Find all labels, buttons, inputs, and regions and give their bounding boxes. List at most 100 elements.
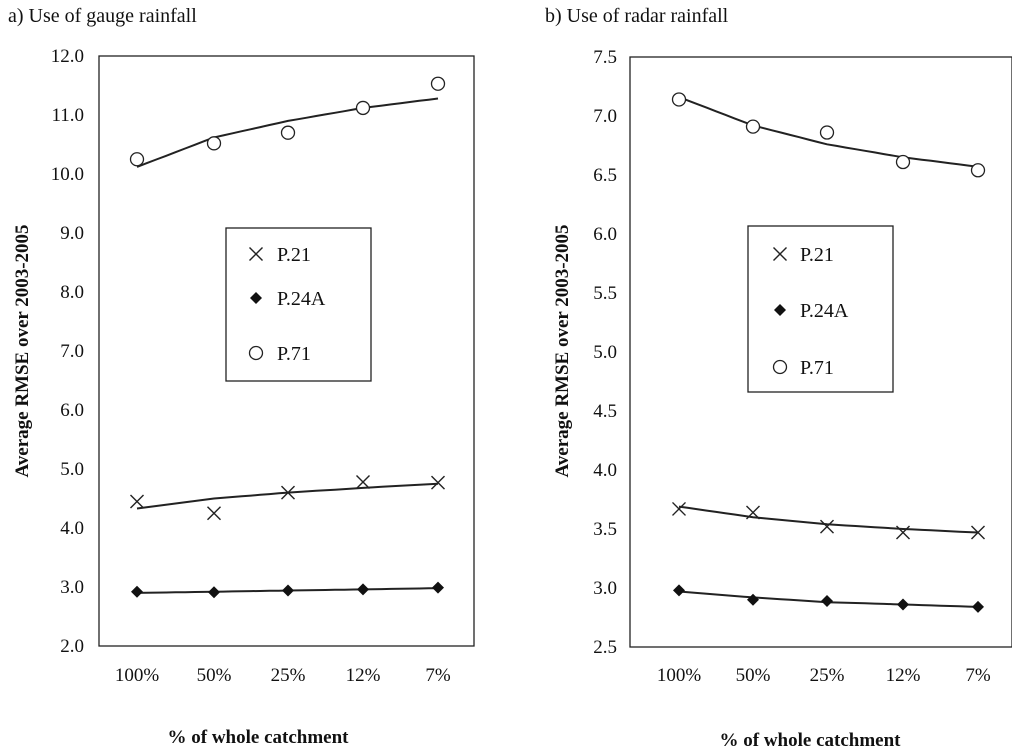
trend-line-p71 bbox=[678, 96, 979, 168]
point-p21 bbox=[746, 505, 760, 520]
y-tick-labels: 2.0 3.0 4.0 5.0 6.0 7.0 8.0 9.0 10.0 11.0 12.0 bbox=[51, 46, 84, 657]
panel-title: a) Use of gauge rainfall bbox=[8, 5, 197, 27]
point-p71 bbox=[355, 100, 371, 116]
point-p24a bbox=[432, 581, 444, 594]
legend-marker-p71 bbox=[248, 345, 264, 361]
point-p24a bbox=[972, 600, 984, 613]
y-tick-label: 5.0 bbox=[60, 459, 84, 480]
y-tick-label: 4.5 bbox=[593, 401, 617, 422]
legend-marker-p71 bbox=[772, 359, 788, 375]
data-points bbox=[671, 92, 986, 613]
point-p24a bbox=[897, 598, 909, 611]
y-tick-label: 5.5 bbox=[593, 283, 617, 304]
x-tick-labels: 100% 50% 25% 12% 7% bbox=[657, 665, 991, 686]
y-axis-label: Average RMSE over 2003-2005 bbox=[12, 224, 33, 477]
legend-label-p24a: P.24A bbox=[800, 300, 849, 322]
point-p24a bbox=[673, 584, 685, 597]
point-p24a bbox=[282, 584, 294, 597]
y-tick-label: 7.0 bbox=[60, 341, 84, 362]
legend: P.21 P.24A P.71 bbox=[747, 225, 894, 393]
trend-line-p21 bbox=[678, 505, 979, 534]
y-tick-label: 8.0 bbox=[60, 282, 84, 303]
point-p71 bbox=[280, 125, 296, 140]
y-tick-label: 10.0 bbox=[51, 164, 84, 185]
y-tick-label: 4.0 bbox=[593, 460, 617, 481]
y-tick-label: 2.5 bbox=[593, 637, 617, 658]
legend: P.21 P.24A P.71 bbox=[225, 227, 372, 382]
legend-label-p71: P.71 bbox=[800, 357, 834, 379]
legend-marker-p21 bbox=[249, 247, 263, 261]
trend-line-p71 bbox=[136, 97, 439, 168]
x-tick-label: 50% bbox=[197, 665, 232, 686]
point-p21 bbox=[971, 525, 985, 540]
panel-radar-rainfall: b) Use of radar rainfall Average RMSE ov… bbox=[545, 5, 1012, 749]
x-tick-label: 7% bbox=[965, 665, 991, 686]
point-p24a bbox=[357, 583, 369, 596]
point-p21 bbox=[672, 501, 686, 516]
x-axis-label: % of whole catchment bbox=[720, 730, 902, 749]
point-p24a bbox=[747, 593, 759, 606]
point-p71 bbox=[430, 76, 446, 91]
x-tick-label: 12% bbox=[346, 665, 381, 686]
point-p24a bbox=[821, 594, 833, 607]
legend-label-p21: P.21 bbox=[277, 244, 311, 266]
point-p21 bbox=[431, 475, 445, 490]
point-p21 bbox=[896, 525, 910, 540]
y-tick-label: 4.0 bbox=[60, 518, 84, 539]
panel-gauge-rainfall: a) Use of gauge rainfall Average RMSE ov… bbox=[8, 5, 475, 748]
y-tick-label: 12.0 bbox=[51, 46, 84, 67]
point-p71 bbox=[129, 152, 145, 167]
y-tick-label: 3.5 bbox=[593, 519, 617, 540]
legend-markers bbox=[248, 247, 264, 361]
y-tick-label: 5.0 bbox=[593, 342, 617, 363]
legend-markers bbox=[772, 247, 788, 375]
y-axis-label: Average RMSE over 2003-2005 bbox=[552, 224, 573, 477]
y-tick-label: 6.5 bbox=[593, 165, 617, 186]
point-p71 bbox=[970, 163, 986, 178]
x-tick-label: 100% bbox=[115, 665, 160, 686]
legend-marker-p24a bbox=[250, 292, 262, 304]
y-tick-label: 7.5 bbox=[593, 47, 617, 68]
y-tick-label: 11.0 bbox=[51, 105, 84, 126]
data-points bbox=[129, 76, 446, 599]
x-axis-label: % of whole catchment bbox=[168, 727, 350, 748]
point-p21 bbox=[356, 474, 370, 489]
plot-area-frame bbox=[629, 56, 1012, 648]
point-p71 bbox=[895, 154, 911, 170]
point-p24a bbox=[131, 585, 143, 598]
legend-label-p21: P.21 bbox=[800, 244, 834, 266]
plot-area-frame bbox=[98, 55, 475, 647]
y-tick-label: 3.0 bbox=[60, 577, 84, 598]
x-tick-label: 12% bbox=[886, 665, 921, 686]
point-p21 bbox=[820, 519, 834, 534]
legend-marker-p21 bbox=[773, 247, 787, 261]
x-tick-label: 100% bbox=[657, 665, 702, 686]
y-tick-labels: 2.5 3.0 3.5 4.0 4.5 5.0 5.5 6.0 6.5 7.0 7.5 bbox=[593, 47, 617, 658]
legend-marker-p24a bbox=[774, 304, 786, 316]
y-tick-label: 3.0 bbox=[593, 578, 617, 599]
point-p21 bbox=[130, 494, 144, 509]
point-p21 bbox=[281, 485, 295, 500]
x-tick-label: 25% bbox=[271, 665, 306, 686]
legend-box bbox=[747, 225, 894, 393]
y-tick-label: 6.0 bbox=[60, 400, 84, 421]
x-tick-label: 7% bbox=[425, 665, 451, 686]
legend-label-p71: P.71 bbox=[277, 343, 311, 365]
y-tick-label: 7.0 bbox=[593, 106, 617, 127]
panel-title: b) Use of radar rainfall bbox=[545, 5, 729, 27]
y-tick-label: 2.0 bbox=[60, 636, 84, 657]
legend-label-p24a: P.24A bbox=[277, 288, 326, 310]
point-p71 bbox=[206, 136, 222, 151]
trend-line-p21 bbox=[136, 482, 439, 510]
point-p21 bbox=[207, 506, 221, 521]
y-tick-label: 9.0 bbox=[60, 223, 84, 244]
point-p24a bbox=[208, 586, 220, 599]
x-tick-label: 25% bbox=[810, 665, 845, 686]
point-p71 bbox=[819, 125, 835, 140]
x-tick-label: 50% bbox=[736, 665, 771, 686]
point-p71 bbox=[745, 119, 761, 134]
y-tick-label: 6.0 bbox=[593, 224, 617, 245]
point-p71 bbox=[671, 92, 687, 107]
x-tick-labels: 100% 50% 25% 12% 7% bbox=[115, 665, 451, 686]
